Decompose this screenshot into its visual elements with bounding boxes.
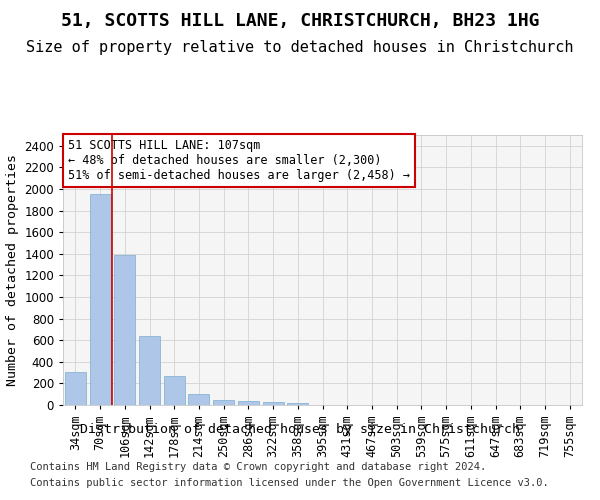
Y-axis label: Number of detached properties: Number of detached properties (5, 154, 19, 386)
Text: Contains public sector information licensed under the Open Government Licence v3: Contains public sector information licen… (30, 478, 549, 488)
Text: 51, SCOTTS HILL LANE, CHRISTCHURCH, BH23 1HG: 51, SCOTTS HILL LANE, CHRISTCHURCH, BH23… (61, 12, 539, 30)
Text: Distribution of detached houses by size in Christchurch: Distribution of detached houses by size … (80, 422, 520, 436)
Bar (65, 372, 86, 405)
Bar (263, 402, 284, 405)
Text: Contains HM Land Registry data © Crown copyright and database right 2024.: Contains HM Land Registry data © Crown c… (30, 462, 486, 472)
Bar (164, 376, 185, 405)
Text: 51 SCOTTS HILL LANE: 107sqm
← 48% of detached houses are smaller (2,300)
51% of : 51 SCOTTS HILL LANE: 107sqm ← 48% of det… (68, 139, 410, 182)
Bar (89, 194, 110, 405)
Bar (114, 255, 135, 405)
Text: Size of property relative to detached houses in Christchurch: Size of property relative to detached ho… (26, 40, 574, 55)
Bar (139, 336, 160, 405)
Bar (287, 404, 308, 405)
Bar (238, 400, 259, 405)
Bar (213, 400, 234, 405)
Bar (188, 394, 209, 405)
